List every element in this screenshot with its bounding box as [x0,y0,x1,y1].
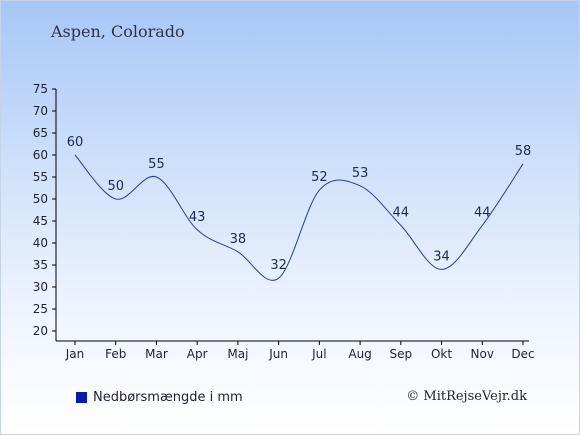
y-tick-label: 20 [33,324,48,338]
x-tick-label: Nov [471,347,494,361]
data-labels: 60 50 55 43 38 32 52 53 44 34 44 58 [67,135,532,273]
data-label: 34 [433,249,450,264]
data-label: 55 [148,157,165,172]
axes [55,89,529,342]
x-tick-label: Apr [187,347,208,361]
legend-swatch [76,392,87,403]
y-tick-label: 45 [33,214,48,228]
legend: Nedbørsmængde i mm [76,390,243,405]
y-tick-label: 70 [33,104,48,118]
data-label: 60 [67,135,84,150]
data-label: 44 [393,205,410,220]
x-tick-label: Dec [511,347,534,361]
x-tick-label: Maj [227,347,248,361]
location-title: Aspen, Colorado [51,22,185,41]
y-tick-label: 55 [33,170,48,184]
x-tick-label: Jan [65,347,85,361]
data-label: 43 [189,210,206,225]
y-tick-label: 50 [33,192,48,206]
x-tick-label: Mar [145,347,168,361]
x-tick-label: Jul [311,347,326,361]
y-tick-label: 35 [33,258,48,272]
data-label: 53 [352,166,369,181]
x-tick-label: Jun [268,347,288,361]
y-tick-label: 75 [33,82,48,96]
data-label: 58 [515,144,532,159]
legend-label: Nedbørsmængde i mm [93,390,243,405]
data-label: 50 [107,179,124,194]
x-tick-label: Okt [431,347,452,361]
y-tick-label: 60 [33,148,48,162]
x-axis-ticks: Jan Feb Mar Apr Maj Jun Jul Aug Sep Okt Nov Dec [65,341,535,361]
y-tick-label: 65 [33,126,48,140]
y-tick-label: 30 [33,280,48,294]
data-label: 44 [474,205,491,220]
x-tick-label: Feb [105,347,126,361]
y-axis-ticks: 20 25 30 35 40 45 50 55 60 65 70 75 [33,82,56,338]
credit-text: © MitRejseVejr.dk [406,389,527,404]
data-label: 38 [230,232,247,247]
series-line-precipitation [74,154,524,281]
data-label: 32 [270,258,287,273]
y-tick-label: 25 [33,302,48,316]
x-tick-label: Aug [348,347,371,361]
x-tick-label: Sep [390,347,413,361]
data-label: 52 [311,170,328,185]
y-tick-label: 40 [33,236,48,250]
